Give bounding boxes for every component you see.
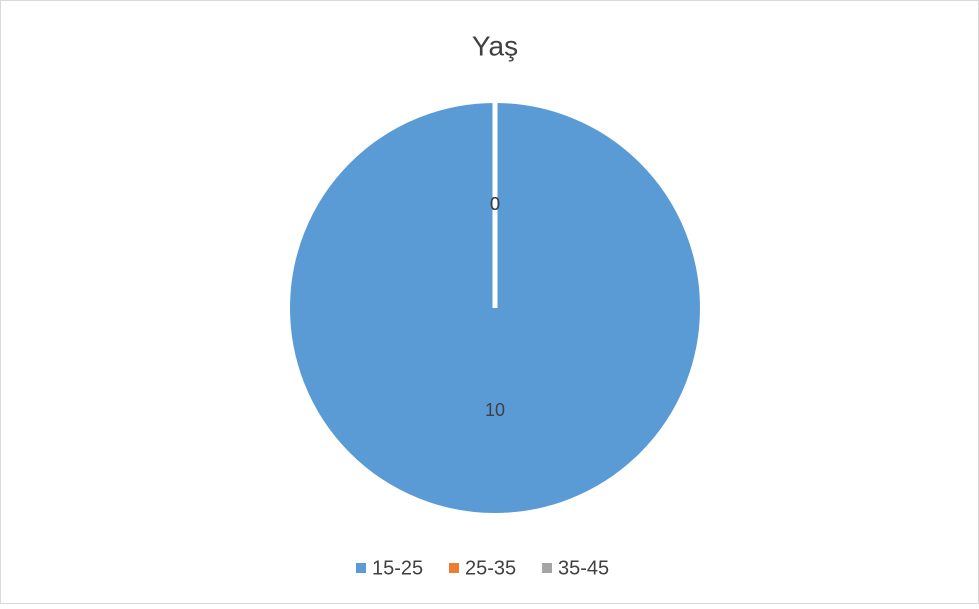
data-label: 10 <box>485 400 505 420</box>
chart-title: Yaş <box>472 30 518 61</box>
legend-label: 25-35 <box>465 557 516 579</box>
data-label: 0 <box>490 194 500 214</box>
data-label: 0 <box>490 194 500 214</box>
legend-marker <box>356 563 366 573</box>
legend-label: 15-25 <box>372 557 423 579</box>
legend-marker <box>542 563 552 573</box>
legend-marker <box>449 563 459 573</box>
legend-label: 35-45 <box>558 557 609 579</box>
